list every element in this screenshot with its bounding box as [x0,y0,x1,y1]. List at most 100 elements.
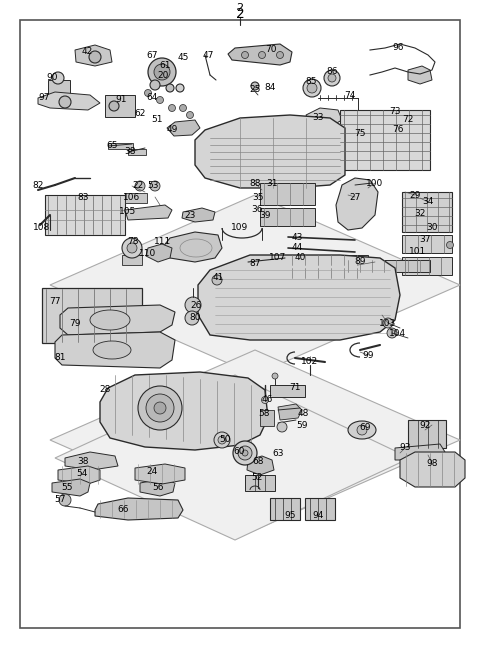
Text: 36: 36 [251,205,263,215]
Text: 64: 64 [146,94,158,102]
Polygon shape [100,372,268,450]
Text: 52: 52 [252,472,263,482]
Text: 66: 66 [117,506,129,514]
Text: 104: 104 [389,329,407,337]
Text: 32: 32 [414,209,426,218]
Text: 65: 65 [106,140,118,150]
Text: 88: 88 [249,178,261,188]
Text: 79: 79 [69,319,81,327]
Text: 44: 44 [291,243,302,253]
Bar [128,149,146,155]
Circle shape [148,58,176,86]
Circle shape [154,64,170,80]
Circle shape [168,104,176,112]
Circle shape [277,422,287,432]
Text: 57: 57 [54,495,66,504]
Bar [288,255,368,265]
Text: 47: 47 [202,51,214,60]
Bar [48,80,70,94]
Polygon shape [140,479,175,496]
Text: 73: 73 [389,108,401,117]
Bar [270,498,300,520]
Circle shape [241,52,249,58]
Text: 54: 54 [76,468,88,478]
Text: 76: 76 [392,125,404,134]
Text: 51: 51 [151,115,163,125]
Bar [305,498,335,520]
Text: 81: 81 [54,354,66,363]
Text: 40: 40 [294,253,306,262]
Circle shape [276,52,284,58]
Text: 71: 71 [289,384,301,392]
Circle shape [109,101,119,111]
Circle shape [150,181,160,191]
Text: 89: 89 [354,258,366,266]
Circle shape [238,446,252,460]
Text: 48: 48 [297,409,309,417]
Circle shape [154,402,166,414]
Text: 55: 55 [61,483,73,491]
Text: 2: 2 [237,3,243,13]
Polygon shape [198,255,400,340]
Text: 90: 90 [46,73,58,83]
Text: 24: 24 [146,468,157,476]
Circle shape [156,96,164,104]
Text: 78: 78 [127,237,139,245]
Bar [270,385,305,397]
Polygon shape [395,444,445,460]
Circle shape [185,311,199,325]
Polygon shape [45,195,125,235]
Bar [108,143,133,149]
Text: 98: 98 [426,459,438,468]
Bar [340,110,430,170]
Text: 84: 84 [264,83,276,91]
Text: 46: 46 [261,396,273,405]
Polygon shape [125,205,172,220]
Circle shape [446,241,454,249]
Polygon shape [52,479,90,496]
Text: 50: 50 [219,436,231,445]
Circle shape [127,243,137,253]
Text: 80: 80 [189,312,201,321]
Text: 38: 38 [124,148,136,157]
Text: 42: 42 [82,47,93,56]
Circle shape [272,373,278,379]
Bar [260,410,274,426]
Circle shape [89,51,101,63]
Text: 53: 53 [147,182,159,190]
Circle shape [262,396,268,403]
Text: 62: 62 [134,108,146,117]
Circle shape [180,104,187,112]
Polygon shape [278,404,302,420]
Circle shape [214,432,230,448]
Circle shape [138,386,182,430]
Ellipse shape [90,310,130,330]
Ellipse shape [348,421,376,439]
Bar [42,288,142,343]
Text: 28: 28 [99,386,111,394]
Text: 29: 29 [409,190,420,199]
Bar [402,257,452,275]
Text: 69: 69 [359,422,371,432]
Bar [245,475,275,491]
Text: 109: 109 [231,224,249,232]
Polygon shape [55,332,175,368]
Polygon shape [167,120,200,136]
Text: 30: 30 [426,222,438,232]
Text: 20: 20 [157,70,168,79]
Polygon shape [65,452,118,470]
Text: 72: 72 [402,115,414,125]
Text: 37: 37 [419,236,431,245]
Text: 91: 91 [115,96,127,104]
Text: 58: 58 [258,409,270,417]
Circle shape [242,450,248,456]
Text: 111: 111 [155,237,172,247]
Polygon shape [146,244,172,262]
Polygon shape [182,208,215,222]
Circle shape [185,297,201,313]
Circle shape [218,436,226,444]
Circle shape [52,72,64,84]
Polygon shape [247,456,274,475]
Text: 38: 38 [77,457,89,466]
Bar [125,193,147,203]
